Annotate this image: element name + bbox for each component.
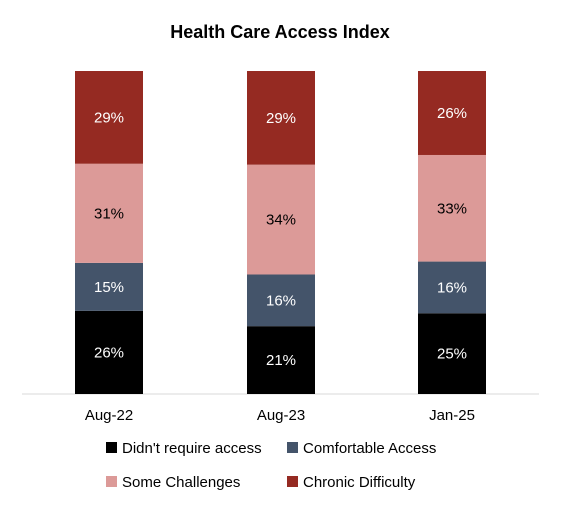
legend: Didn't require access Comfortable Access S… [106, 440, 436, 491]
bar-segment [75, 310, 143, 394]
data-label: 29% [266, 110, 296, 127]
x-tick-label: Aug-23 [257, 407, 305, 424]
bar-segment [418, 71, 486, 155]
bar-segment [247, 71, 315, 165]
data-label: 31% [94, 205, 124, 222]
data-label: 34% [266, 212, 296, 229]
data-label: 16% [437, 279, 467, 296]
legend-label: Didn't require access [122, 440, 262, 457]
legend-swatch [287, 442, 298, 453]
bar-segment [418, 154, 486, 262]
bar-segment [418, 313, 486, 394]
bar-segment [418, 261, 486, 314]
bar-segment [247, 326, 315, 394]
x-tick-label: Jan-25 [429, 407, 475, 424]
legend-label: Some Challenges [122, 474, 240, 491]
legend-label: Comfortable Access [303, 440, 436, 457]
legend-swatch [106, 442, 117, 453]
bar-group: 26% 15% 31% 29% 21% 16% 34% 29% 25% 16% 33% 26% [75, 71, 486, 394]
legend-swatch [287, 476, 298, 487]
bar-segment [75, 262, 143, 311]
data-label: 26% [94, 344, 124, 361]
data-label: 21% [266, 352, 296, 369]
bar-segment [75, 71, 143, 164]
chart-title: Health Care Access Index [170, 22, 389, 42]
legend-swatch [106, 476, 117, 487]
legend-label: Chronic Difficulty [303, 474, 416, 491]
data-label: 25% [437, 346, 467, 363]
bar-segment [247, 164, 315, 275]
data-label: 29% [94, 109, 124, 126]
x-tick-label: Aug-22 [85, 407, 133, 424]
bar-segment [75, 163, 143, 263]
x-tick-labels: Aug-22 Aug-23 Jan-25 [85, 407, 475, 424]
data-label: 33% [437, 200, 467, 217]
data-label: 26% [437, 105, 467, 122]
data-label: 16% [266, 292, 296, 309]
data-label: 15% [94, 279, 124, 296]
bar-segment [247, 274, 315, 327]
